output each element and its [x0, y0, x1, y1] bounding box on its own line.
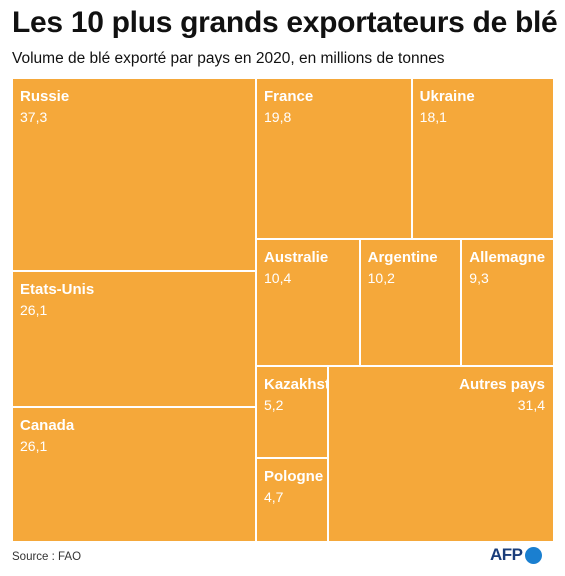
treemap-cell-kazakhstan: Kazakhstan 5,2	[256, 366, 347, 459]
cell-label: Russie	[20, 88, 70, 105]
cell-label: France	[264, 88, 314, 105]
treemap-cell-canada: Canada 26,1	[12, 406, 256, 542]
cell-label: Autres pays	[459, 376, 545, 393]
cell-value: 5,2	[264, 397, 284, 413]
treemap-cell-ukraine: Ukraine 18,1	[411, 78, 554, 239]
afp-logo: AFP	[490, 545, 542, 565]
cell-label: Ukraine	[419, 88, 475, 105]
treemap-cell-france: France 19,8	[256, 78, 412, 239]
chart-title: Les 10 plus grands exportateurs de blé	[12, 6, 558, 39]
treemap: Russie 37,3 Etats-Unis 26,1 Canada 26,1 France…	[12, 78, 554, 542]
cell-value: 9,3	[469, 270, 489, 286]
treemap-cell-autres-pays: Autres pays 31,4	[328, 366, 554, 542]
cell-label: Canada	[20, 416, 75, 434]
treemap-cell-allemagne: Allemagne 9,3	[461, 239, 554, 366]
source-note: Source : FAO	[12, 551, 82, 563]
cell-value: 37,3	[20, 109, 48, 125]
chart-subtitle: Volume de blé exporté par pays en 2020, …	[12, 50, 445, 67]
treemap-cell-russie: Russie 37,3	[12, 78, 256, 272]
cell-label: Kazakhstan	[264, 376, 348, 393]
cell-value: 10,2	[367, 270, 395, 286]
afp-logo-dot-icon	[524, 546, 542, 564]
cell-label: Pologne	[264, 468, 324, 486]
cell-value: 4,7	[264, 489, 284, 506]
cell-value: 26,1	[20, 437, 48, 454]
cell-label: Allemagne	[469, 249, 546, 266]
treemap-cell-australie: Australie 10,4	[256, 239, 360, 366]
cell-value: 31,4	[517, 397, 545, 413]
treemap-cell-argentine: Argentine 10,2	[359, 239, 462, 366]
cell-label: Australie	[264, 249, 329, 266]
treemap-cell-etats-unis: Etats-Unis 26,1	[12, 271, 256, 407]
cell-label: Etats-Unis	[20, 281, 95, 299]
cell-value: 18,1	[419, 109, 447, 125]
afp-logo-text: AFP	[490, 545, 523, 564]
cell-label: Argentine	[367, 249, 438, 266]
cell-value: 26,1	[20, 302, 48, 319]
treemap-cell-pologne: Pologne 4,7	[256, 458, 328, 542]
cell-value: 19,8	[264, 109, 292, 125]
cell-value: 10,4	[264, 270, 292, 286]
